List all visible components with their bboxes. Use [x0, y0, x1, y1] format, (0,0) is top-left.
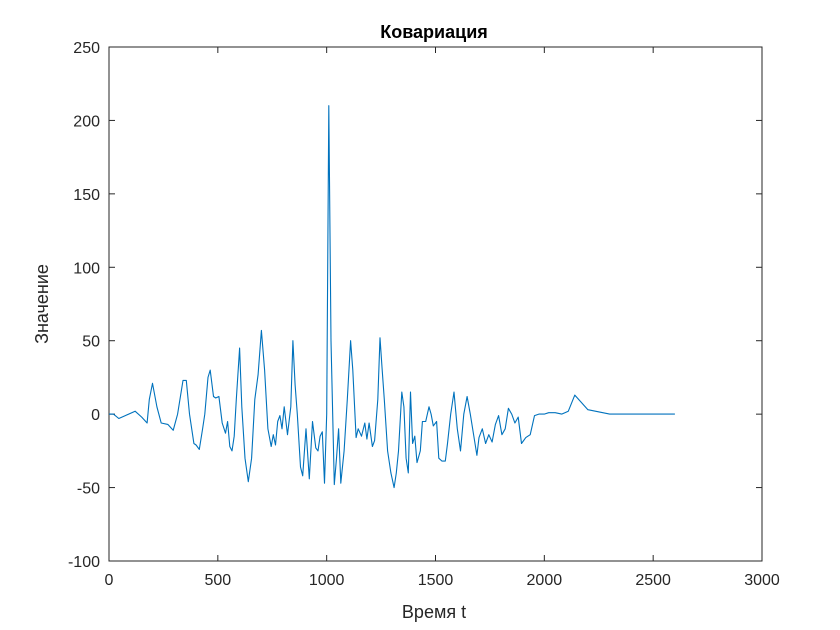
y-tick-label: 50 — [82, 334, 100, 351]
series-line — [109, 105, 675, 489]
plot-area — [108, 46, 763, 562]
y-tick-label: -50 — [77, 481, 100, 498]
y-tick-label: 200 — [73, 113, 100, 130]
y-tick-label: 100 — [73, 260, 100, 277]
y-tick-label: 0 — [91, 407, 100, 424]
x-tick-label: 3000 — [744, 572, 780, 589]
y-tick-label: 150 — [73, 187, 100, 204]
x-tick-label: 2500 — [635, 572, 671, 589]
chart-title: Ковариация — [380, 22, 488, 42]
x-tick-label: 2000 — [527, 572, 563, 589]
y-tick-label: -100 — [68, 554, 100, 571]
x-tick-label: 0 — [105, 572, 114, 589]
x-axis-label: Время t — [402, 602, 466, 622]
x-tick-label: 500 — [204, 572, 231, 589]
y-axis-label: Значение — [32, 264, 52, 344]
y-axis-ticks: -100 -50 0 50 100 150 200 250 — [68, 40, 762, 571]
x-tick-label: 1000 — [309, 572, 345, 589]
x-tick-label: 1500 — [418, 572, 454, 589]
x-axis-ticks: 0 500 1000 1500 2000 2500 3000 — [105, 47, 780, 589]
y-tick-label: 250 — [73, 40, 100, 57]
